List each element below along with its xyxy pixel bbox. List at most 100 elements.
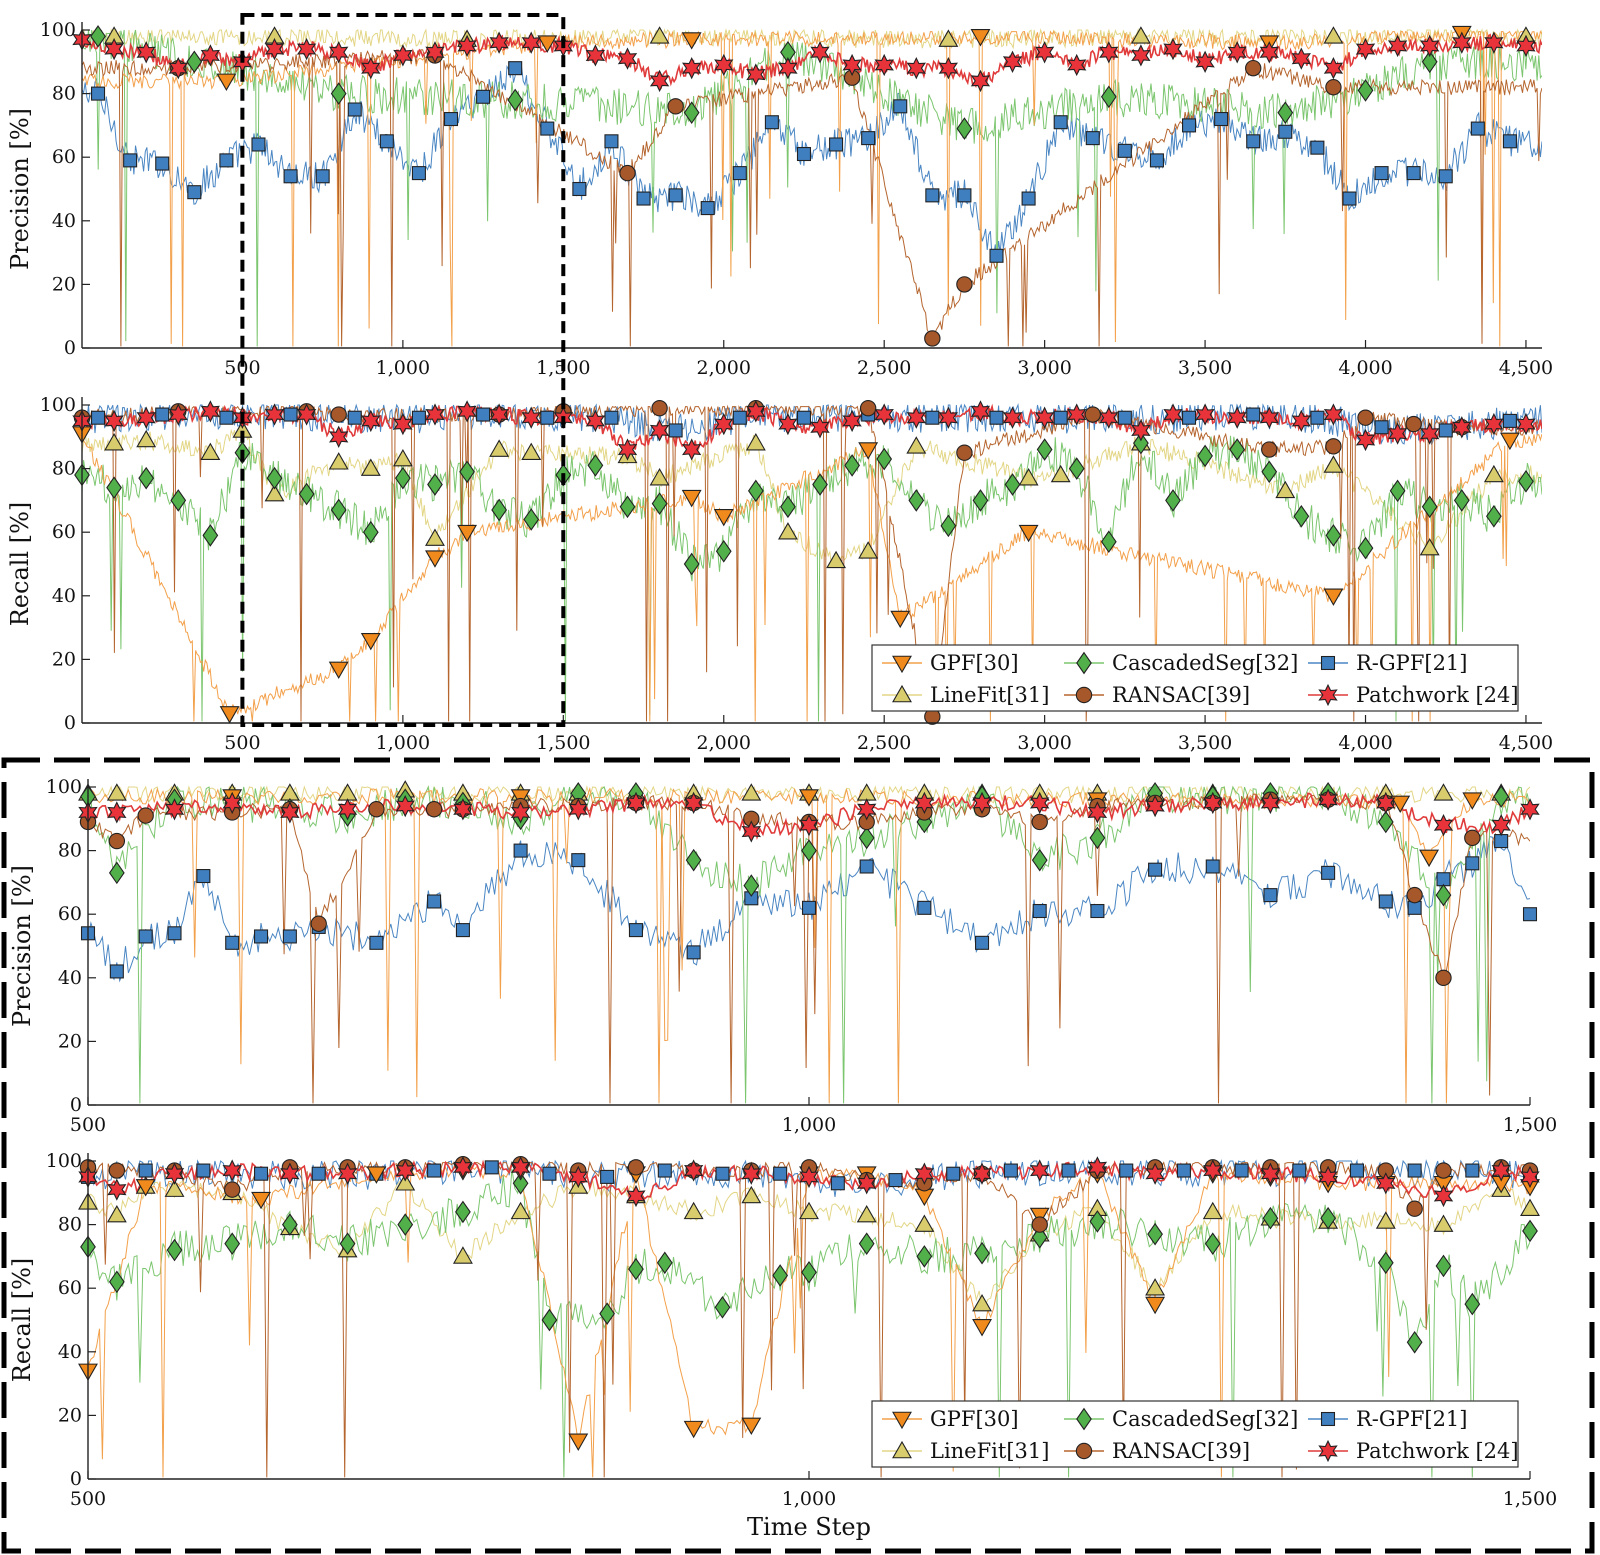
data-point-rgpf [600, 1169, 615, 1184]
data-point-cascaded [397, 1213, 414, 1236]
data-point-rgpf [829, 137, 844, 152]
data-point-cascaded [106, 476, 122, 499]
data-point-gpf [425, 550, 445, 568]
data-point-patchwork [1355, 37, 1376, 61]
data-point-linefit [741, 783, 762, 801]
zoom-recall-panel: 0 20 40 60 80 100 500 1,000 1,500 Recall [%] Time … [8, 1150, 1557, 1541]
data-point-gpf [713, 508, 734, 527]
data-point-cascaded [1518, 470, 1534, 493]
data-point-linefit [489, 439, 510, 457]
data-point-cascaded [166, 1238, 183, 1262]
data-point-rgpf [254, 1166, 269, 1181]
data-point-patchwork [778, 57, 798, 80]
y-tick-label: 100 [40, 19, 76, 41]
data-point-cascaded [541, 1308, 558, 1332]
legend-entry-rgpf: R-GPF[21] [1308, 651, 1468, 675]
data-point-linefit [856, 1204, 877, 1223]
y-axis-title: Recall [%] [8, 1258, 36, 1383]
x-tick-label: 500 [70, 1114, 106, 1136]
data-point-patchwork [1035, 41, 1055, 64]
data-point-patchwork [328, 425, 349, 448]
data-point-patchwork [1433, 1184, 1454, 1208]
data-point-rgpf [196, 869, 211, 884]
data-point-gpf [568, 1433, 589, 1451]
data-point-linefit [1275, 480, 1296, 499]
data-point-linefit [136, 429, 157, 448]
data-point-cascaded [1406, 1330, 1423, 1354]
data-point-patchwork [200, 400, 220, 423]
data-point-linefit [1130, 26, 1151, 44]
data-point-patchwork [842, 409, 862, 433]
data-point-patchwork [1259, 41, 1279, 64]
data-point-patchwork [970, 400, 991, 423]
data-point-patchwork [1516, 34, 1536, 58]
data-point-rgpf [1436, 872, 1451, 887]
data-point-rgpf [1378, 894, 1393, 909]
data-point-patchwork [1419, 34, 1440, 58]
data-point-rgpf [1148, 862, 1163, 877]
legend-entry-ransac: RANSAC[39] [1064, 683, 1250, 707]
data-point-cascaded [339, 1232, 356, 1255]
data-point-rgpf [123, 153, 138, 168]
data-point-linefit [328, 452, 349, 470]
data-point-patchwork [1145, 1162, 1165, 1185]
data-point-gpf [251, 1191, 271, 1210]
data-point-patchwork [168, 57, 188, 80]
data-point-cascaded [858, 1232, 875, 1255]
y-tick-label: 100 [46, 1150, 82, 1172]
data-point-rgpf [411, 166, 426, 181]
data-point-gpf [1145, 1296, 1166, 1315]
data-point-linefit [392, 448, 413, 467]
data-point-patchwork [104, 409, 124, 433]
y-tick-label: 80 [58, 1214, 82, 1236]
overview-recall-panel: 0 20 40 60 80 100 500 1,000 1,500 2,000 2,500 3,000… [6, 394, 1553, 754]
data-point-gpf [537, 35, 558, 53]
data-point-patchwork [1323, 57, 1344, 80]
data-point-patchwork [1227, 41, 1247, 64]
data-point-patchwork [1318, 1165, 1338, 1189]
data-point-cascaded [1320, 1206, 1336, 1230]
data-point-rgpf [167, 926, 182, 941]
y-axis-title: Recall [%] [6, 502, 34, 627]
data-point-linefit [799, 1201, 819, 1220]
data-point-rgpf [1292, 1163, 1307, 1178]
y-tick-label: 20 [52, 648, 76, 670]
data-point-patchwork [264, 37, 285, 61]
data-point-linefit [741, 1185, 762, 1204]
data-point-ransac [108, 1162, 126, 1179]
data-point-cascaded [801, 839, 817, 862]
data-point-rgpf [1374, 166, 1389, 181]
legend-label: CascadedSeg[32] [1112, 1407, 1298, 1431]
data-point-linefit [510, 1201, 531, 1220]
data-point-cascaded [656, 1251, 673, 1275]
data-point-gpf [799, 789, 819, 807]
data-point-ransac [627, 1159, 645, 1176]
data-point-patchwork [617, 438, 638, 461]
data-point-ransac [1406, 886, 1423, 904]
data-point-cascaded [1325, 524, 1342, 547]
series-line-rgpf [88, 836, 1530, 983]
data-point-gpf [1499, 432, 1520, 451]
data-point-rgpf [893, 99, 908, 114]
data-point-cascaded [1197, 444, 1213, 468]
data-point-rgpf [1278, 124, 1293, 139]
data-point-ransac [956, 276, 973, 293]
data-point-patchwork [856, 798, 877, 821]
data-point-cascaded [1435, 883, 1452, 907]
data-point-cascaded [1435, 1254, 1452, 1278]
data-point-patchwork [1131, 419, 1151, 442]
data-point-cascaded [1031, 1226, 1048, 1249]
y-tick-label: 60 [52, 521, 76, 543]
data-point-patchwork [1002, 406, 1023, 429]
data-point-cascaded [1204, 1232, 1221, 1255]
data-point-gpf [914, 1188, 935, 1207]
data-point-linefit [906, 436, 927, 454]
data-point-cascaded [1100, 530, 1117, 554]
data-point-patchwork [1099, 406, 1119, 429]
data-point-rgpf [1090, 903, 1105, 919]
data-point-cascaded [651, 492, 668, 515]
data-point-gpf [681, 32, 702, 50]
data-point-cascaded [1421, 50, 1438, 74]
data-point-gpf [1029, 1207, 1050, 1226]
data-point-patchwork [741, 1162, 762, 1185]
